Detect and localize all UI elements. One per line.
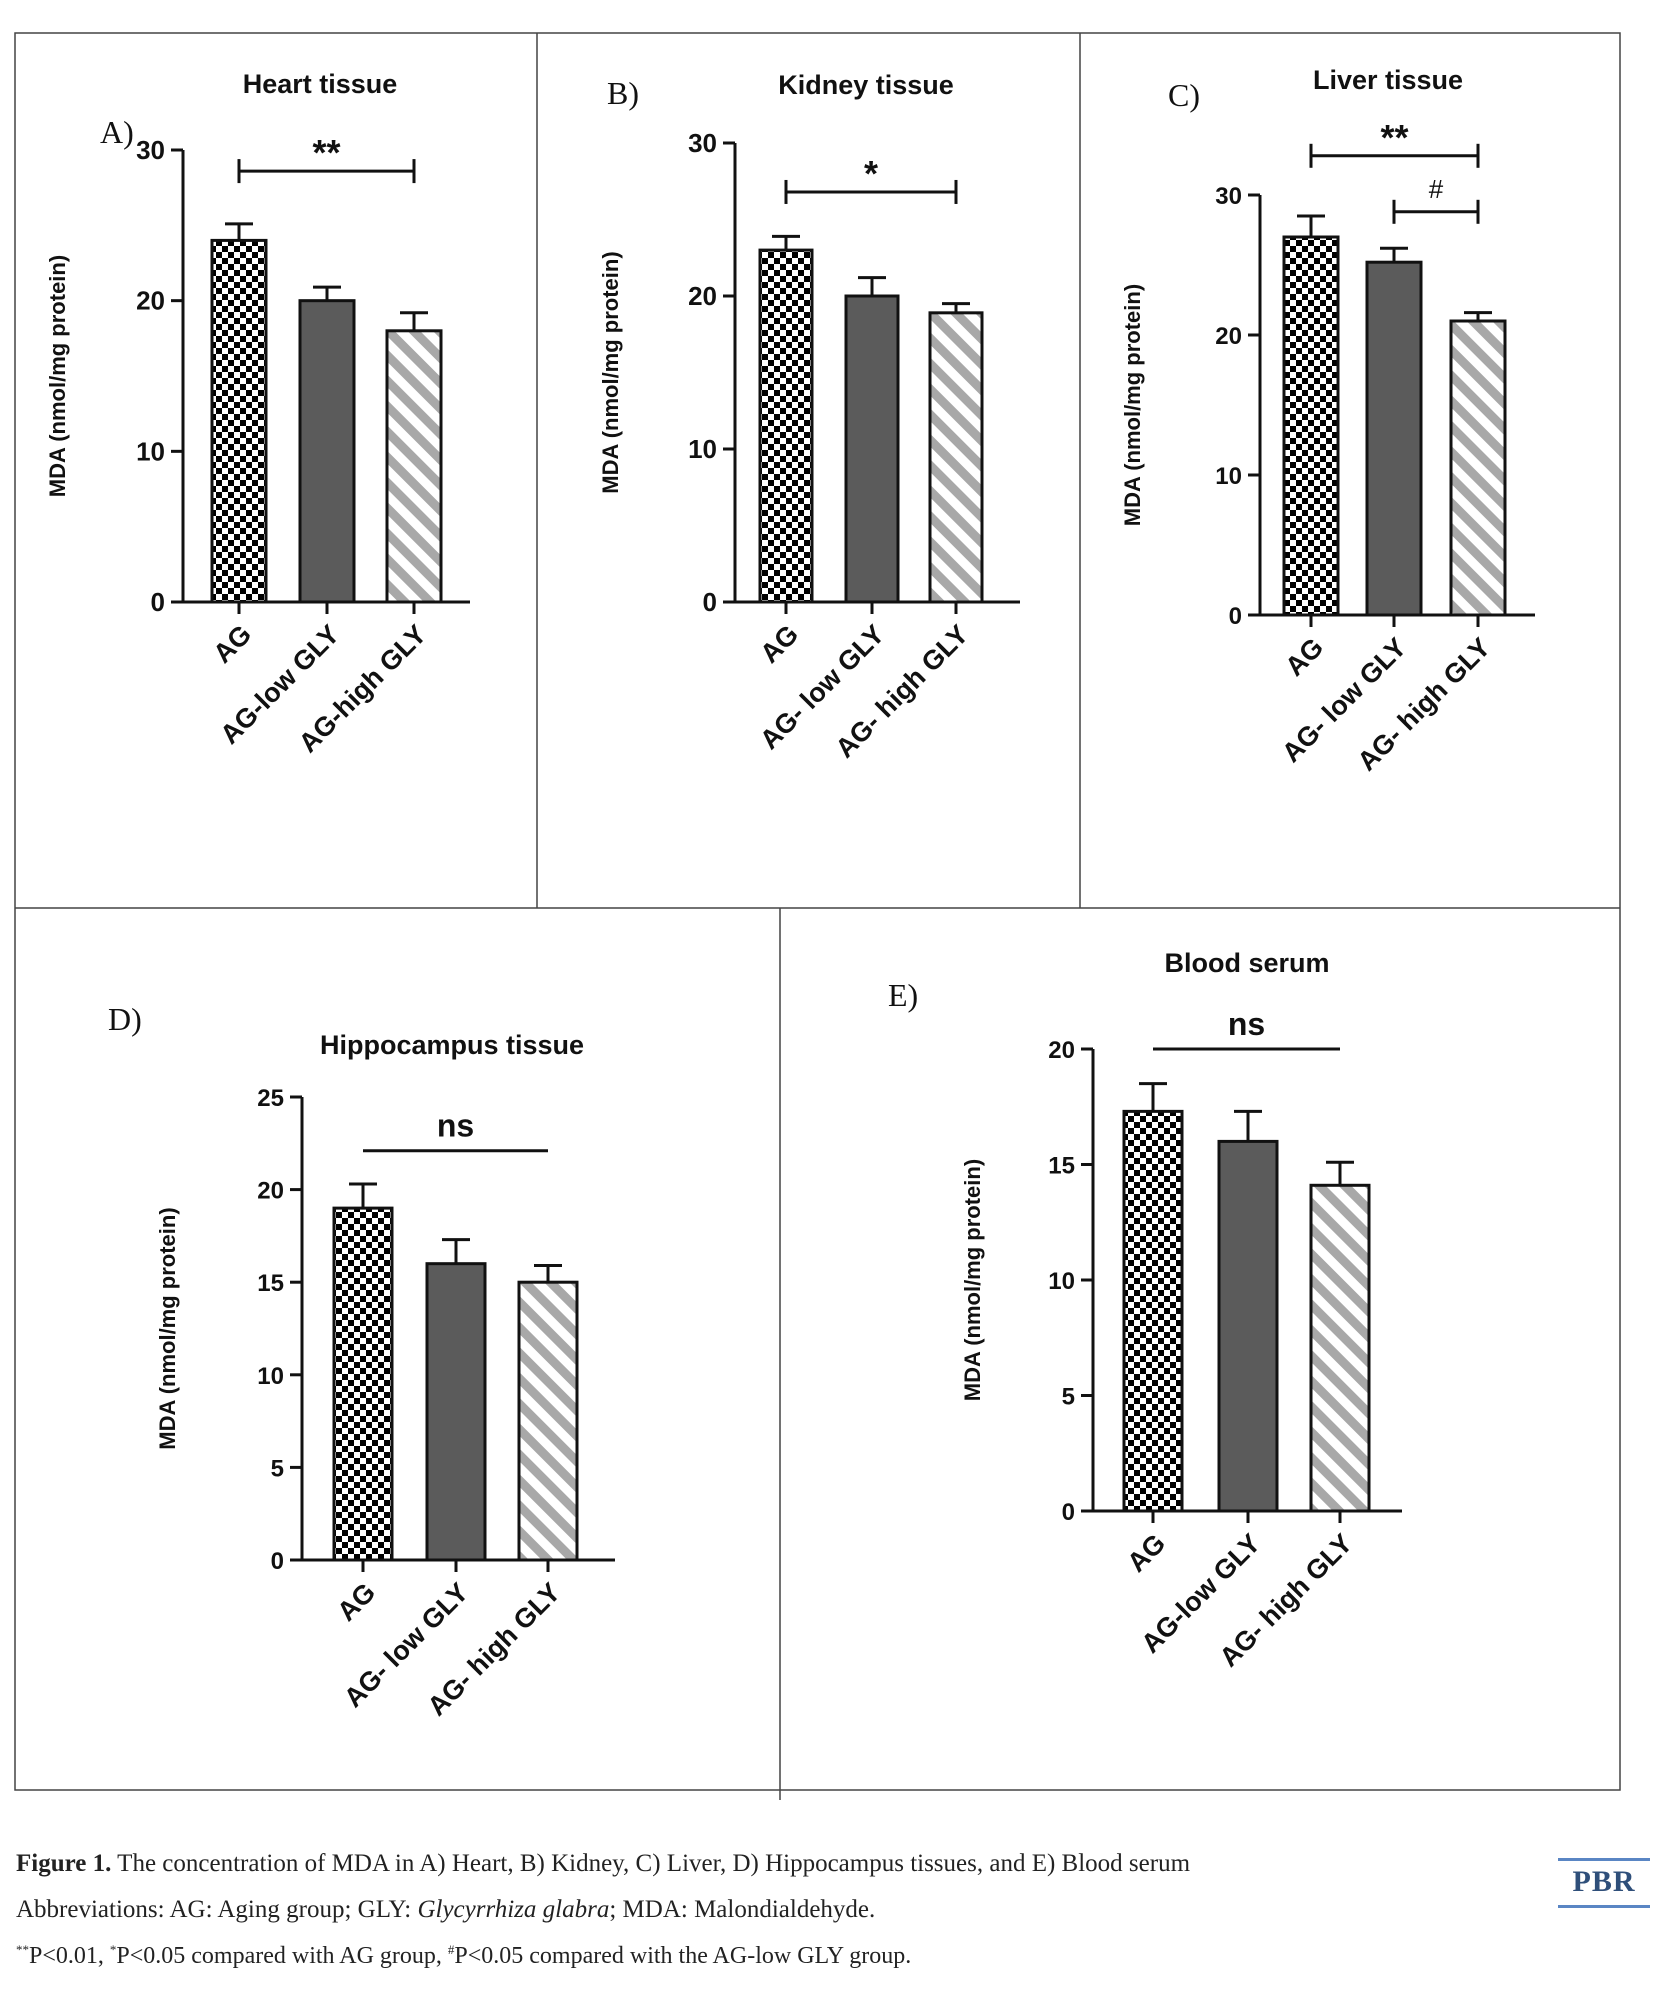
panel-d-ytick-label-25: 25 xyxy=(257,1085,284,1112)
panel-e-ylabel: MDA (nmol/mg protein) xyxy=(960,1159,985,1401)
sup-double-star: ** xyxy=(16,1942,29,1957)
panel-c-ylabel: MDA (nmol/mg protein) xyxy=(1120,284,1145,526)
panel-d-ytick-label-5: 5 xyxy=(271,1455,284,1482)
abbrev-prefix: Abbreviations: AG: Aging group; GLY: xyxy=(16,1896,418,1923)
panel-b-title: Kidney tissue xyxy=(778,70,954,100)
panel-c: C) Liver tissue MDA (nmol/mg protein) 0 10 20… xyxy=(1120,65,1535,777)
figure-label: Figure 1. xyxy=(16,1850,112,1877)
panel-b: B) Kidney tissue MDA (nmol/mg protein) 0 10 2… xyxy=(598,70,1020,764)
sup-star: * xyxy=(109,1942,117,1957)
panel-b-bar-0 xyxy=(758,248,814,604)
panel-c-sig-label-1: # xyxy=(1429,174,1444,204)
panel-a-ytick-label-10: 10 xyxy=(136,436,165,466)
figure-caption: Figure 1. The concentration of MDA in A)… xyxy=(16,1850,1516,1878)
panel-d-xtick-label-0: AG xyxy=(331,1577,381,1627)
figure-panels: A) Heart tissue MDA (nmol/mg protein) 0 10 20… xyxy=(14,32,1621,1800)
abbrev-suffix: ; MDA: Malondialdehyde. xyxy=(609,1896,876,1923)
panel-b-ylabel: MDA (nmol/mg protein) xyxy=(598,251,623,493)
panel-b-ytick-label-10: 10 xyxy=(688,434,717,464)
panel-c-bar-2 xyxy=(1449,319,1507,617)
panel-e-xtick-label-0: AG xyxy=(1121,1528,1171,1578)
panel-e-ytick-label-15: 15 xyxy=(1048,1153,1075,1180)
significance-note: **P<0.01, *P<0.05 compared with AG group… xyxy=(16,1942,1516,1970)
panel-a-bar-0 xyxy=(210,238,268,604)
panel-frames xyxy=(14,32,1621,1800)
caption-text: The concentration of MDA in A) Heart, B)… xyxy=(111,1850,1191,1877)
panel-a: A) Heart tissue MDA (nmol/mg protein) 0 10 20… xyxy=(45,69,470,758)
panel-c-ytick-label-0: 0 xyxy=(1229,603,1242,630)
panel-b-ytick-label-20: 20 xyxy=(688,281,717,311)
panel-d: D) Hippocampus tissue MDA (nmol/mg protein… xyxy=(108,1001,615,1722)
panel-d-bar-0 xyxy=(332,1206,394,1562)
panel-a-ytick-label-20: 20 xyxy=(136,286,165,316)
panel-d-sig-label-0: ns xyxy=(437,1108,474,1144)
panel-d-bar-1 xyxy=(425,1262,487,1562)
panel-e-bar-1 xyxy=(1217,1139,1279,1513)
panel-d-ylabel: MDA (nmol/mg protein) xyxy=(155,1207,180,1449)
panel-d-ytick-label-0: 0 xyxy=(271,1548,284,1575)
panel-a-ytick-label-0: 0 xyxy=(151,587,165,617)
panel-d-bar-2 xyxy=(517,1280,579,1562)
note-a: P<0.01, xyxy=(29,1943,110,1969)
panel-e-ytick-label-10: 10 xyxy=(1048,1268,1075,1295)
journal-logo: PBR xyxy=(1558,1858,1650,1908)
panel-a-bar-2 xyxy=(385,329,443,604)
panel-e-ytick-label-5: 5 xyxy=(1062,1384,1075,1411)
panel-c-bar-1 xyxy=(1365,260,1423,617)
panel-a-label: A) xyxy=(100,114,134,150)
panel-e-sig-label-0: ns xyxy=(1228,1006,1265,1042)
panel-b-label: B) xyxy=(607,75,639,111)
panel-a-xtick-label-0: AG xyxy=(207,619,257,669)
sup-hash: # xyxy=(447,1942,455,1957)
panel-d-ytick-label-20: 20 xyxy=(257,1178,284,1205)
panel-e-label: E) xyxy=(888,977,918,1013)
panel-c-xtick-label-0: AG xyxy=(1279,632,1329,682)
panel-e-ytick-label-20: 20 xyxy=(1048,1037,1075,1064)
abbrev-species: Glycyrrhiza glabra xyxy=(417,1896,610,1923)
abbreviations-line: Abbreviations: AG: Aging group; GLY: Gly… xyxy=(16,1896,1516,1924)
panel-d-ytick-label-10: 10 xyxy=(257,1363,284,1390)
panel-b-bar-2 xyxy=(928,311,984,604)
panel-e-ytick-label-0: 0 xyxy=(1062,1499,1075,1526)
panel-b-ytick-label-30: 30 xyxy=(688,128,717,158)
panel-e-bar-2 xyxy=(1309,1183,1371,1513)
panel-a-title: Heart tissue xyxy=(243,69,398,99)
panel-e: E) Blood serum MDA (nmol/mg protein) 0 5 10 15… xyxy=(888,948,1402,1673)
note-c: P<0.05 compared with the AG-low GLY grou… xyxy=(454,1943,912,1969)
panel-c-ytick-label-30: 30 xyxy=(1215,183,1242,210)
panel-e-bar-0 xyxy=(1122,1109,1184,1513)
panel-a-ylabel: MDA (nmol/mg protein) xyxy=(45,255,70,497)
panel-c-title: Liver tissue xyxy=(1313,65,1463,95)
panel-b-xtick-label-0: AG xyxy=(754,619,804,669)
panel-c-ytick-label-20: 20 xyxy=(1215,323,1242,350)
panel-d-label: D) xyxy=(108,1001,142,1037)
note-b: P<0.05 compared with AG group, xyxy=(116,1943,448,1969)
panel-a-bar-1 xyxy=(298,299,356,604)
panel-c-sig-label-0: ** xyxy=(1380,117,1408,158)
panel-c-bar-0 xyxy=(1282,235,1340,617)
panel-b-bar-1 xyxy=(844,294,900,604)
panel-border-0 xyxy=(14,32,1621,1791)
panel-c-label: C) xyxy=(1168,77,1200,113)
panel-e-title: Blood serum xyxy=(1164,948,1329,978)
panel-d-title: Hippocampus tissue xyxy=(320,1030,584,1060)
panel-b-ytick-label-0: 0 xyxy=(703,587,717,617)
panel-d-ytick-label-15: 15 xyxy=(257,1270,284,1297)
panel-b-sig-label-0: * xyxy=(864,153,878,194)
panel-a-ytick-label-30: 30 xyxy=(136,135,165,165)
panel-c-ytick-label-10: 10 xyxy=(1215,463,1242,490)
panel-a-sig-label-0: ** xyxy=(312,132,340,173)
